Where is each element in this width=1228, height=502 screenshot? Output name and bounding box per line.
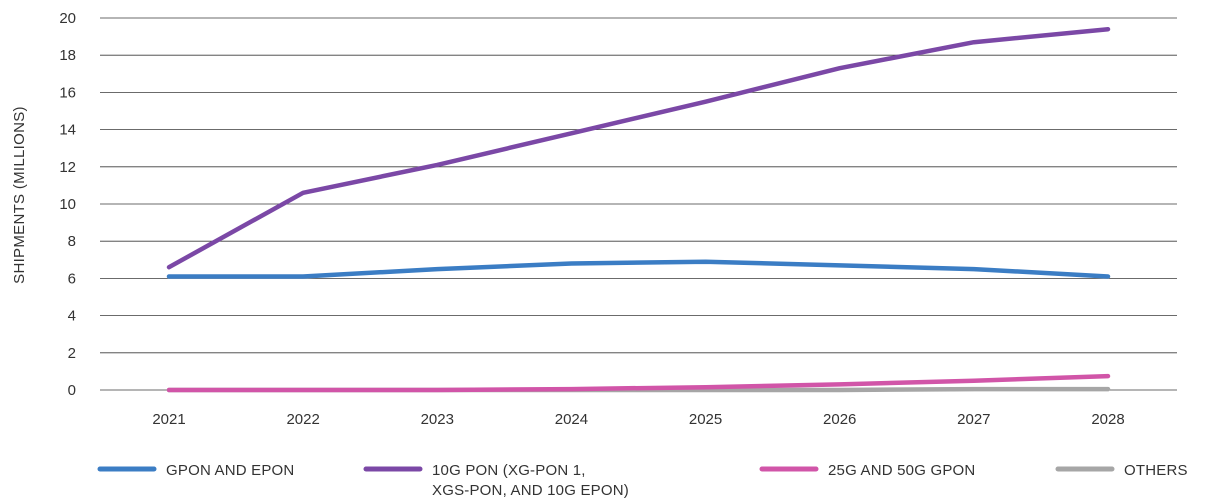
gridlines: [100, 17, 1177, 391]
y-tick-label: 18: [59, 47, 76, 64]
y-tick-label: 4: [68, 308, 76, 325]
x-tick-label: 2025: [689, 411, 722, 428]
y-tick-label: 16: [59, 84, 76, 101]
y-tick-label: 6: [68, 270, 76, 287]
y-tick-label: 8: [68, 233, 76, 250]
x-tick-label: 2021: [152, 411, 185, 428]
y-axis-title: SHIPMENTS (MILLIONS): [11, 106, 28, 284]
legend: GPON AND EPON 10G PON (XG-PON 1, XGS-PON, …: [97, 462, 1188, 499]
legend-label: OTHERS: [1124, 462, 1188, 479]
y-tick-label: 12: [59, 159, 76, 176]
x-axis-ticks: 2021 2022 2023 2024 2025 2026 2027 2028: [152, 411, 1124, 428]
series-lines: [166, 26, 1111, 393]
y-tick-label: 20: [59, 10, 76, 27]
x-tick-label: 2027: [957, 411, 990, 428]
x-tick-label: 2026: [823, 411, 856, 428]
series-line-2: [166, 373, 1111, 393]
y-tick-label: 10: [59, 196, 76, 213]
series-line-0: [166, 259, 1111, 279]
series-line-1: [166, 26, 1111, 270]
x-tick-label: 2022: [286, 411, 319, 428]
legend-label: XGS-PON, AND 10G EPON): [432, 482, 629, 499]
x-tick-label: 2028: [1091, 411, 1124, 428]
y-tick-label: 2: [68, 345, 76, 362]
x-tick-label: 2023: [421, 411, 454, 428]
y-axis-ticks: 0 2 4 6 8 10 12 14 16 18 20: [59, 10, 76, 399]
legend-label: 10G PON (XG-PON 1,: [432, 462, 586, 479]
legend-label: GPON AND EPON: [166, 462, 294, 479]
y-tick-label: 0: [68, 382, 76, 399]
y-tick-label: 14: [59, 122, 76, 139]
legend-label: 25G AND 50G GPON: [828, 462, 975, 479]
x-tick-label: 2024: [555, 411, 588, 428]
